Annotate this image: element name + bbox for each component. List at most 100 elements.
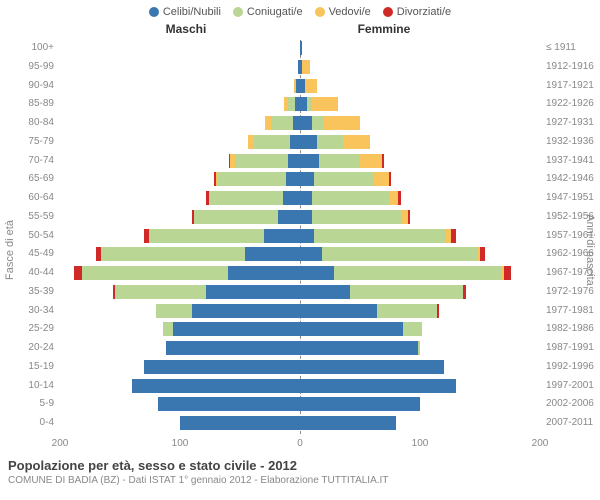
bar-m-single <box>192 304 300 318</box>
bar-m-married <box>115 285 206 299</box>
row-20-24: 20-241987-1991 <box>60 340 540 359</box>
year-label: 1972-1976 <box>546 286 594 297</box>
row-0-4: 0-42007-2011 <box>60 415 540 434</box>
bar-m-married <box>288 97 295 111</box>
rows-container: 100+≤ 191195-991912-191690-941917-192185… <box>60 40 540 434</box>
bar-f-divorced <box>389 172 391 186</box>
bar-m-married <box>101 247 245 261</box>
bar-m-single <box>158 397 300 411</box>
row-5-9: 5-92002-2006 <box>60 396 540 415</box>
row-15-19: 15-191992-1996 <box>60 359 540 378</box>
xtick: 200 <box>532 438 549 449</box>
bar-f-single <box>300 416 396 430</box>
bar-f-divorced <box>408 210 410 224</box>
bar-m-single <box>166 341 300 355</box>
bar-m-single <box>206 285 300 299</box>
bar-m-single <box>228 266 300 280</box>
swatch-married <box>233 7 243 17</box>
row-50-54: 50-541957-1961 <box>60 228 540 247</box>
bar-f-single <box>300 266 334 280</box>
swatch-single <box>149 7 159 17</box>
bar-f-divorced <box>451 229 456 243</box>
bar-f-married <box>418 341 420 355</box>
bar-m-married <box>235 154 288 168</box>
year-label: 1937-1941 <box>546 155 594 166</box>
bar-m-divorced <box>192 210 194 224</box>
legend-label: Coniugati/e <box>247 6 303 18</box>
age-label: 40-44 <box>28 267 54 278</box>
age-label: 65-69 <box>28 173 54 184</box>
bar-m-single <box>293 116 300 130</box>
age-label: 35-39 <box>28 286 54 297</box>
year-label: 1927-1931 <box>546 117 594 128</box>
bar-f-single <box>300 154 319 168</box>
swatch-divorced <box>383 7 393 17</box>
bar-m-married <box>209 191 283 205</box>
row-100+: 100+≤ 1911 <box>60 40 540 59</box>
bar-f-widowed <box>302 60 309 74</box>
bar-m-divorced <box>214 172 216 186</box>
bar-f-married <box>317 135 343 149</box>
row-90-94: 90-941917-1921 <box>60 78 540 97</box>
bar-f-divorced <box>504 266 511 280</box>
header-labels: Maschi Femmine <box>0 22 600 40</box>
bar-f-widowed <box>312 97 338 111</box>
bar-f-married <box>403 322 422 336</box>
age-label: 90-94 <box>28 80 54 91</box>
age-label: 45-49 <box>28 248 54 259</box>
year-label: 1942-1946 <box>546 173 594 184</box>
age-label: 85-89 <box>28 98 54 109</box>
swatch-widowed <box>315 7 325 17</box>
bar-f-divorced <box>398 191 400 205</box>
bar-m-single <box>278 210 300 224</box>
bar-f-widowed <box>401 210 408 224</box>
bar-f-married <box>314 172 374 186</box>
bar-m-single <box>132 379 300 393</box>
age-label: 50-54 <box>28 230 54 241</box>
bar-m-married <box>271 116 293 130</box>
bar-f-single <box>300 97 307 111</box>
bar-m-widowed <box>248 135 254 149</box>
year-label: 1962-1966 <box>546 248 594 259</box>
bar-m-married <box>254 135 290 149</box>
year-label: 1922-1926 <box>546 98 594 109</box>
year-label: 1917-1921 <box>546 80 594 91</box>
population-pyramid: Celibi/NubiliConiugati/eVedovi/eDivorzia… <box>0 0 600 500</box>
header-female: Femmine <box>358 22 411 36</box>
age-label: 70-74 <box>28 155 54 166</box>
year-label: 1977-1981 <box>546 305 594 316</box>
bar-f-widowed <box>343 135 369 149</box>
bar-m-single <box>173 322 300 336</box>
header-male: Maschi <box>166 22 207 36</box>
age-label: 75-79 <box>28 136 54 147</box>
bar-f-widowed <box>374 172 388 186</box>
bar-m-divorced <box>74 266 81 280</box>
bar-f-married <box>319 154 360 168</box>
age-label: 80-84 <box>28 117 54 128</box>
age-label: 5-9 <box>40 398 54 409</box>
bar-f-widowed <box>324 116 360 130</box>
bar-m-married <box>149 229 264 243</box>
bar-f-single <box>300 172 314 186</box>
bar-f-divorced <box>382 154 384 168</box>
year-label: 1987-1991 <box>546 342 594 353</box>
bar-m-widowed <box>265 116 271 130</box>
xtick: 0 <box>297 438 303 449</box>
plot-area: 100+≤ 191195-991912-191690-941917-192185… <box>60 40 540 434</box>
age-label: 10-14 <box>28 380 54 391</box>
legend-item-widowed: Vedovi/e <box>315 6 371 18</box>
bar-m-married <box>82 266 228 280</box>
bar-f-married <box>377 304 437 318</box>
bar-m-divorced <box>144 229 149 243</box>
bar-f-widowed <box>360 154 382 168</box>
year-label: 1947-1951 <box>546 192 594 203</box>
row-35-39: 35-391972-1976 <box>60 284 540 303</box>
bar-m-married <box>295 79 296 93</box>
legend-item-divorced: Divorziati/e <box>383 6 451 18</box>
bar-f-widowed <box>305 79 317 93</box>
bar-m-single <box>245 247 300 261</box>
bar-m-married <box>156 304 192 318</box>
bar-f-married <box>312 116 324 130</box>
bar-m-married <box>163 322 173 336</box>
bar-f-married <box>312 191 389 205</box>
